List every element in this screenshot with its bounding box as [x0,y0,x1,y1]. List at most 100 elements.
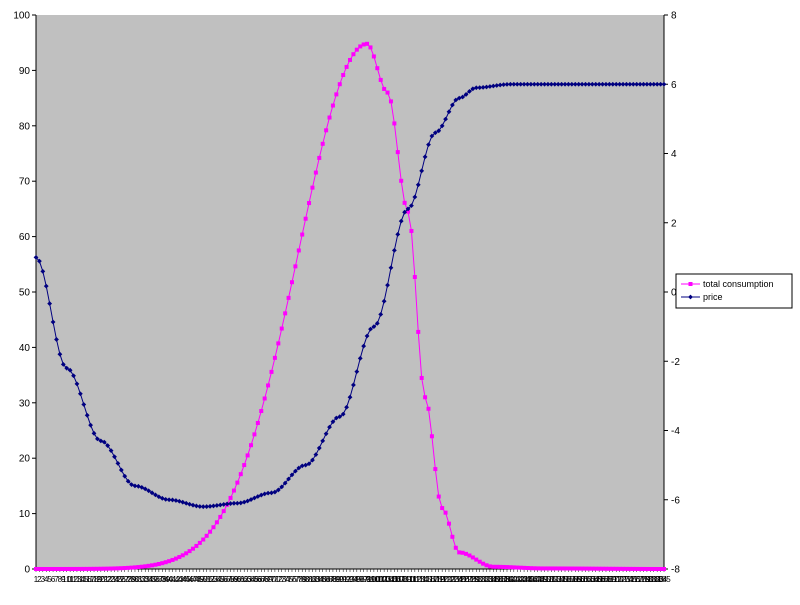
data-point [112,454,117,460]
data-point [95,436,100,442]
x-tick-label: 14 [76,575,85,584]
data-point [167,559,172,564]
data-point [439,123,445,129]
x-tick-label: 150 [538,575,552,584]
x-tick-label: 1 [34,575,39,584]
x-tick-label: 79 [298,575,307,584]
data-point [351,382,356,388]
data-point [310,457,315,463]
data-point [57,566,62,571]
data-point [521,81,527,87]
data-point [371,324,377,330]
data-point [579,81,585,87]
data-point [573,566,578,571]
data-point [473,85,479,91]
data-point [126,565,131,570]
data-point [255,494,261,499]
data-point [286,476,291,482]
x-tick-label: 118 [429,575,442,584]
data-point [50,319,56,325]
y-left-tick-label: 90 [19,66,31,77]
y-right-tick-label: 8 [671,11,677,22]
x-tick-label: 80 [301,575,310,584]
x-tick-label: 102 [374,575,388,584]
data-point [443,510,448,515]
data-point [556,566,561,571]
data-point [610,566,615,571]
data-point [518,81,524,87]
x-tick-label: 86 [322,575,331,584]
data-point [624,81,629,87]
data-point [279,326,284,331]
x-tick-label: 18 [90,575,99,584]
data-point [385,282,390,288]
x-tick-label: 131 [473,575,487,584]
data-point [361,343,367,349]
data-point [170,557,175,562]
data-point [470,555,475,560]
x-tick-label: 90 [335,575,344,584]
x-tick-label: 91 [339,575,348,584]
data-point [101,439,107,445]
data-point [249,443,254,448]
x-tick-label: 78 [294,575,303,584]
data-point [122,473,128,479]
data-point [436,494,441,499]
data-point [464,551,469,556]
data-point [354,369,360,375]
data-point [109,566,114,571]
data-point [173,498,179,503]
data-point [648,566,653,571]
x-tick-label: 105 [384,575,398,584]
x-tick-label: 11 [66,575,75,584]
data-point [655,566,660,571]
data-point [40,268,46,274]
x-tick-label: 143 [514,575,528,584]
x-tick-label: 15 [79,575,88,584]
x-tick-label: 45 [182,575,191,584]
data-point [621,566,626,571]
data-point [388,265,394,271]
data-point [532,566,537,571]
x-tick-label: 77 [291,575,300,584]
data-point [78,566,83,571]
x-tick-label: 61 [236,575,245,584]
data-point [252,432,257,437]
x-tick-label: 94 [349,575,358,584]
data-point [64,566,69,571]
data-point [238,500,244,506]
data-point [566,566,571,571]
data-point [279,484,285,490]
data-point [68,566,73,571]
data-point [559,566,564,571]
x-tick-label: 159 [569,575,583,584]
y-left-tick-label: 10 [19,509,31,520]
data-point [603,566,608,571]
x-tick-label: 120 [435,575,449,584]
x-tick-label: 64 [247,575,256,584]
data-point [378,77,383,82]
data-point [402,209,408,215]
x-tick-label: 178 [633,575,647,584]
data-point [398,218,404,224]
x-tick-label: 135 [487,575,501,584]
x-tick-label: 160 [572,575,586,584]
data-point [118,467,124,473]
data-point [200,504,206,510]
x-tick-label: 44 [178,575,187,584]
data-point [525,81,530,87]
data-point [518,565,523,570]
x-tick-label: 176 [627,575,641,584]
data-point [494,564,499,569]
data-point [34,566,38,571]
data-point [289,472,295,478]
data-point [64,365,70,371]
data-point [395,150,400,155]
x-tick-label: 19 [93,575,102,584]
data-point [105,443,111,448]
x-tick-label: 171 [610,575,624,584]
x-tick-label: 68 [260,575,269,584]
y-left-tick-label: 40 [19,343,31,354]
x-tick-label: 183 [650,575,664,584]
x-tick-label: 155 [555,575,569,584]
